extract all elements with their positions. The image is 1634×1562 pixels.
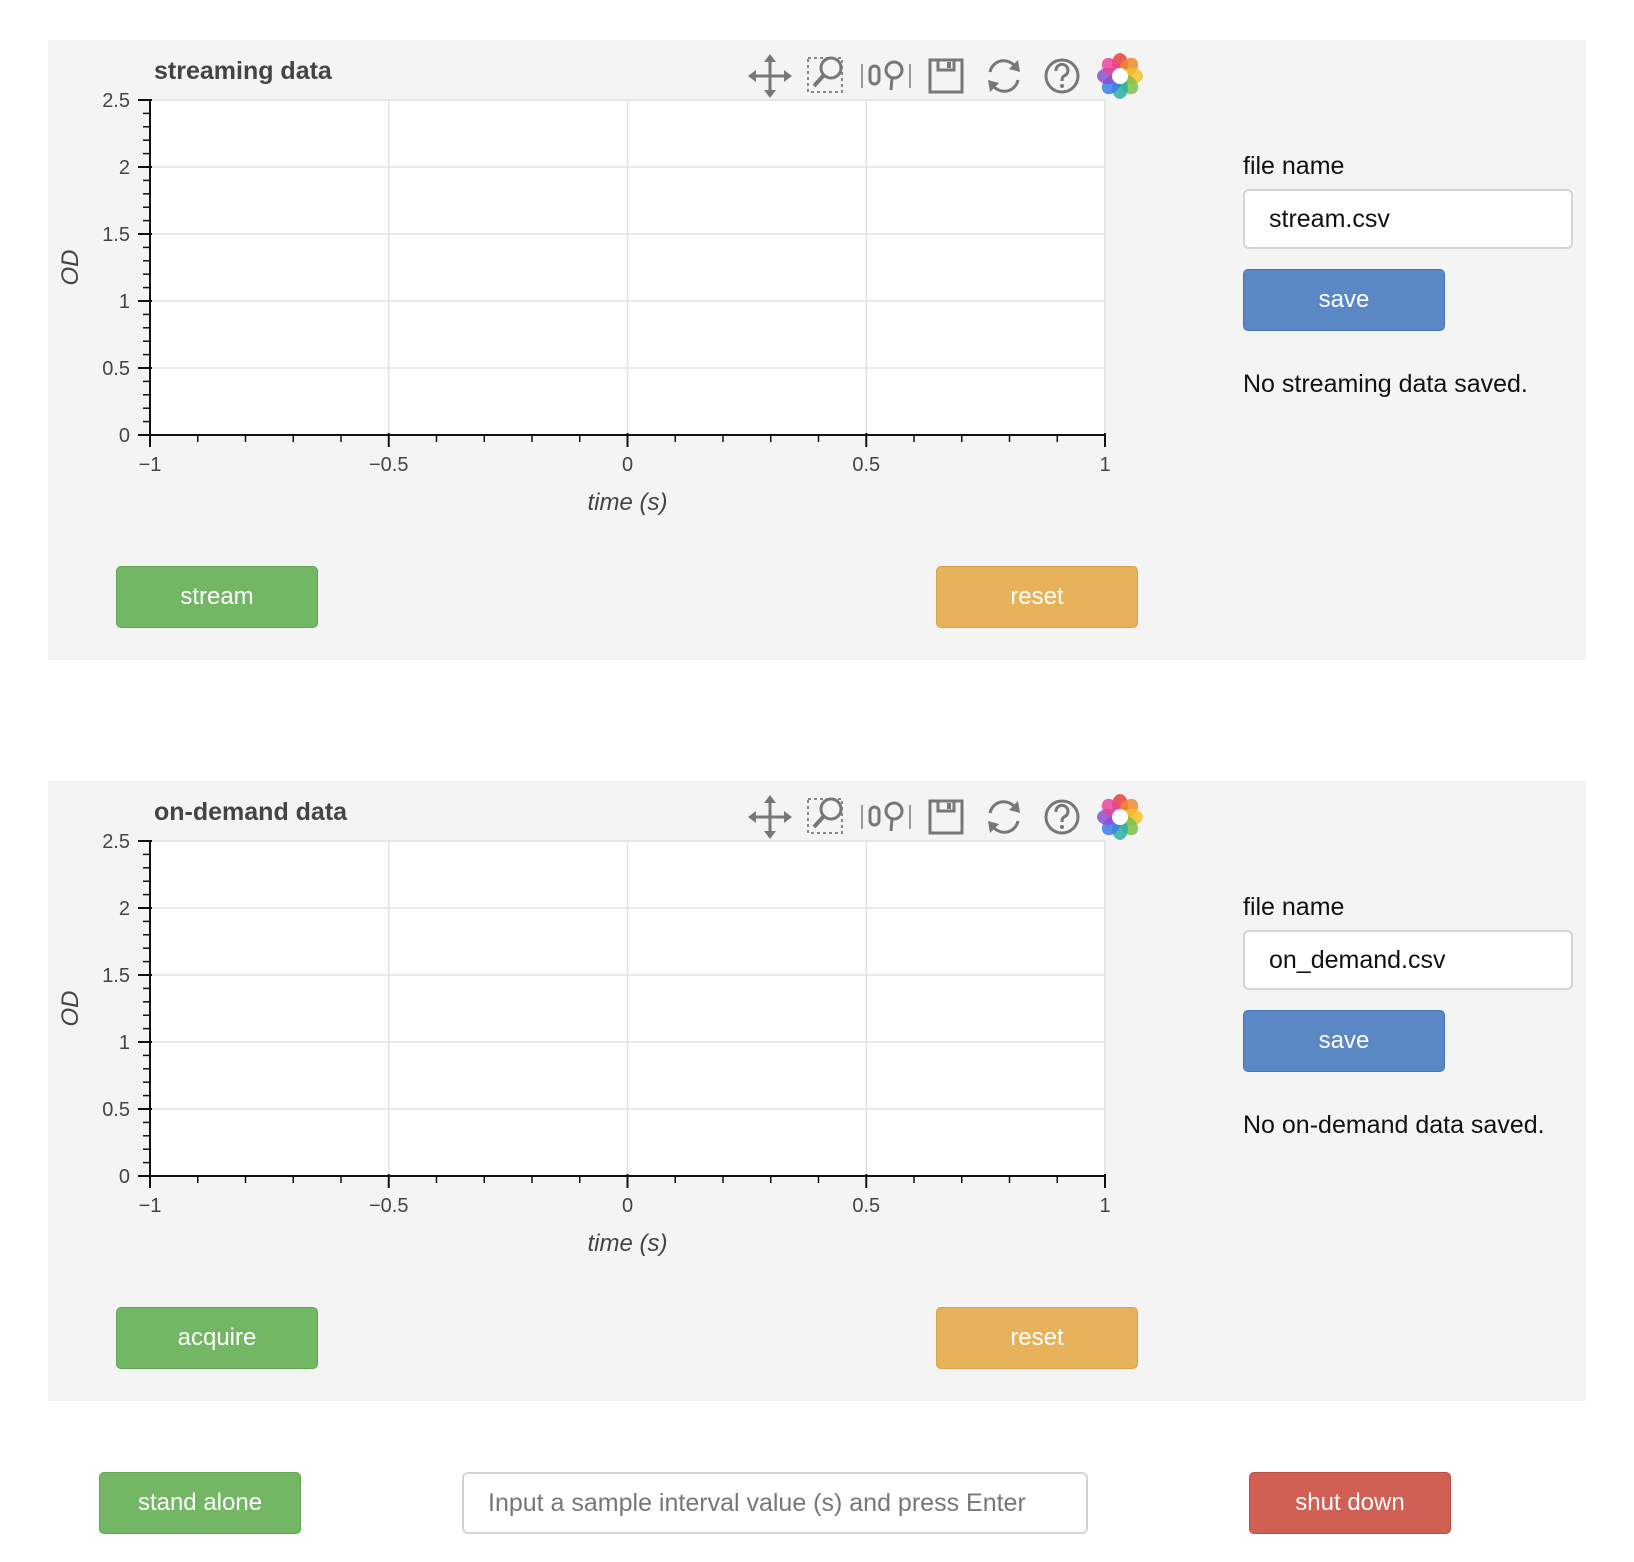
x-tick-label: 0: [622, 1195, 633, 1217]
file-name-label: file name: [1243, 893, 1345, 921]
help-icon[interactable]: [1034, 48, 1090, 104]
file-name-input[interactable]: [1243, 189, 1573, 249]
reset-icon[interactable]: [976, 789, 1032, 845]
x-tick-label: −0.5: [369, 454, 408, 476]
y-tick-label: 2.5: [102, 831, 130, 853]
y-tick-label: 1.5: [102, 224, 130, 246]
y-tick-label: 0: [119, 1166, 130, 1188]
save-button[interactable]: save: [1243, 269, 1445, 331]
box-zoom-icon[interactable]: [800, 789, 856, 845]
y-tick-label: 0: [119, 425, 130, 447]
reset-icon[interactable]: [976, 48, 1032, 104]
streaming-plot[interactable]: −1 −0.5 0 0.5 1 0 0.5 1 1.5 2 2.5 time (s) OD: [48, 80, 1208, 530]
file-name-label: file name: [1243, 152, 1345, 180]
y-tick-label: 2.5: [102, 90, 130, 112]
x-tick-label: −0.5: [369, 1195, 408, 1217]
plot-title: on-demand data: [154, 798, 348, 826]
y-axis-label: OD: [57, 250, 84, 286]
bokeh-logo-icon: [1092, 48, 1148, 104]
x-axis-label: time (s): [588, 489, 668, 516]
x-tick-label: −1: [139, 1195, 162, 1217]
box-zoom-icon[interactable]: [800, 48, 856, 104]
y-tick-label: 1: [119, 291, 130, 313]
stand-alone-button[interactable]: stand alone: [99, 1472, 301, 1534]
on-demand-panel: on-demand data −1 −0.5 0 0.5 1 0 0.5 1 1.5 2 2.5 ti…: [48, 781, 1586, 1401]
shut-down-button[interactable]: shut down: [1249, 1472, 1451, 1534]
x-axis-label: time (s): [588, 1230, 668, 1257]
plot-toolbar: [740, 48, 1152, 108]
save-icon[interactable]: [918, 789, 974, 845]
stream-button[interactable]: stream: [116, 566, 318, 628]
y-tick-label: 1: [119, 1032, 130, 1054]
wheel-zoom-icon[interactable]: [858, 48, 914, 104]
save-icon[interactable]: [918, 48, 974, 104]
bokeh-logo-icon: [1092, 789, 1148, 845]
acquire-button[interactable]: acquire: [116, 1307, 318, 1369]
on-demand-plot[interactable]: −1 −0.5 0 0.5 1 0 0.5 1 1.5 2 2.5 time (s) OD: [48, 821, 1208, 1271]
y-tick-label: 2: [119, 157, 130, 179]
x-tick-label: −1: [139, 454, 162, 476]
help-icon[interactable]: [1034, 789, 1090, 845]
reset-button[interactable]: reset: [936, 1307, 1138, 1369]
x-tick-label: 0.5: [852, 454, 880, 476]
y-tick-label: 2: [119, 898, 130, 920]
sample-interval-input[interactable]: [462, 1472, 1088, 1534]
plot-title: streaming data: [154, 57, 332, 85]
save-status-text: No streaming data saved.: [1243, 370, 1528, 398]
x-tick-label: 1: [1099, 1195, 1110, 1217]
reset-button[interactable]: reset: [936, 566, 1138, 628]
streaming-panel: streaming data −1 −0.5 0 0.5 1 0 0.5 1 1.5 2 2.5 ti…: [48, 40, 1586, 660]
wheel-zoom-icon[interactable]: [858, 789, 914, 845]
save-status-text: No on-demand data saved.: [1243, 1111, 1545, 1139]
y-tick-label: 0.5: [102, 1099, 130, 1121]
save-button[interactable]: save: [1243, 1010, 1445, 1072]
x-tick-label: 0.5: [852, 1195, 880, 1217]
x-tick-label: 0: [622, 454, 633, 476]
y-axis-label: OD: [57, 991, 84, 1027]
y-tick-label: 1.5: [102, 965, 130, 987]
y-tick-label: 0.5: [102, 358, 130, 380]
x-tick-label: 1: [1099, 454, 1110, 476]
file-name-input[interactable]: [1243, 930, 1573, 990]
